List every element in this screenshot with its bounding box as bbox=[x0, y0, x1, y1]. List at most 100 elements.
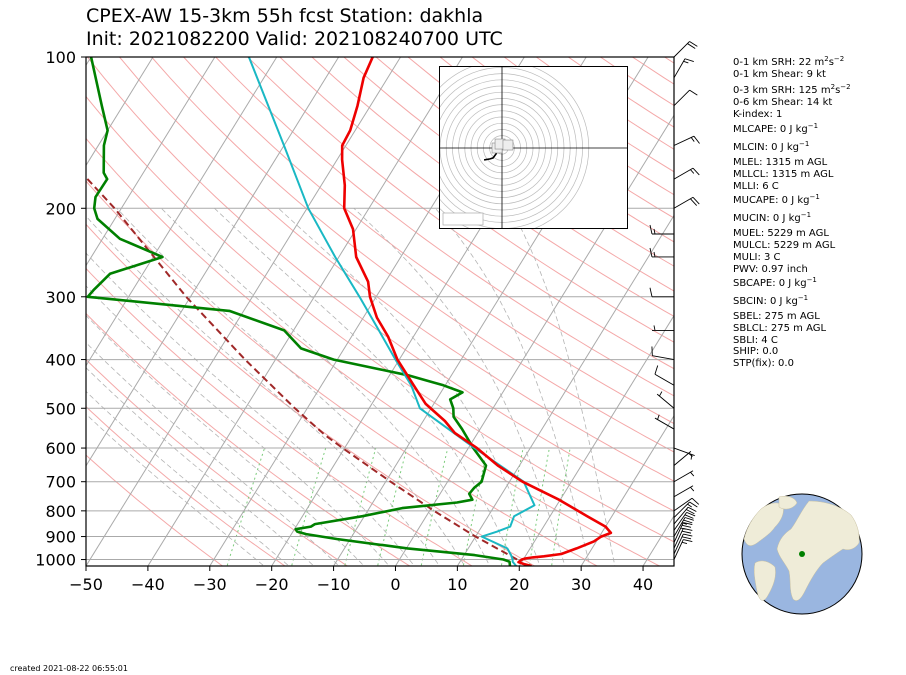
stability-index-line: 0-6 km Shear: 14 kt bbox=[733, 97, 833, 108]
wind-barb bbox=[649, 247, 674, 258]
mixing-ratio-line bbox=[420, 447, 449, 566]
wind-barbs bbox=[649, 41, 700, 560]
isotherm-line bbox=[86, 57, 154, 167]
hodograph-height-marker bbox=[502, 139, 514, 151]
wind-barb bbox=[673, 485, 695, 498]
moist-adiabat-line bbox=[86, 390, 290, 566]
stability-index-line: 0-3 km SRH: 125 m2s−2 bbox=[733, 83, 851, 97]
dewpoint-profile-line bbox=[86, 57, 512, 566]
wind-barb bbox=[673, 506, 697, 525]
wind-barb bbox=[673, 470, 695, 483]
dry-adiabat-line bbox=[375, 57, 674, 267]
x-tick-label: 30 bbox=[571, 575, 591, 594]
stability-index-line: MUCAPE: 0 J kg−1 bbox=[733, 193, 820, 207]
wind-barb bbox=[656, 391, 675, 409]
dry-adiabat-line bbox=[86, 406, 286, 566]
y-tick-label: 400 bbox=[45, 351, 76, 370]
wind-barb bbox=[651, 346, 675, 361]
dry-adiabat-line bbox=[86, 180, 599, 566]
dry-adiabat-line bbox=[87, 57, 674, 512]
x-tick-label: −20 bbox=[255, 575, 289, 594]
hodograph-frame bbox=[439, 66, 628, 229]
dry-adiabat-line bbox=[279, 57, 674, 343]
stability-index-line: 0-1 km Shear: 9 kt bbox=[733, 69, 826, 80]
wind-barb bbox=[652, 325, 674, 331]
wind-barb bbox=[654, 414, 675, 430]
mixing-ratio-line bbox=[500, 448, 524, 566]
wind-barb bbox=[673, 41, 698, 58]
moist-adiabat-line bbox=[161, 208, 491, 566]
pressure-gridlines bbox=[86, 57, 674, 561]
y-tick-label: 700 bbox=[45, 473, 76, 492]
y-tick-label: 800 bbox=[45, 502, 76, 521]
y-tick-label: 600 bbox=[45, 439, 76, 458]
stability-index-line: K-index: 1 bbox=[733, 109, 783, 120]
hodograph-km-label bbox=[442, 212, 484, 226]
wind-barb bbox=[673, 135, 700, 146]
dry-adiabat-line bbox=[343, 57, 674, 292]
isotherm-line bbox=[86, 57, 278, 367]
isotherm-line bbox=[0, 57, 29, 566]
isotherm-line bbox=[395, 114, 674, 566]
dry-adiabat-line bbox=[86, 358, 349, 566]
hodograph-inset bbox=[439, 66, 628, 229]
stability-index-line: SBCAPE: 0 J kg−1 bbox=[733, 276, 817, 290]
mixing-ratio-line bbox=[226, 447, 265, 566]
wind-barb bbox=[654, 365, 675, 386]
wind-barb bbox=[673, 497, 700, 512]
dry-adiabat-line bbox=[311, 57, 674, 317]
x-tick-label: 40 bbox=[633, 575, 653, 594]
stability-index-line: MLEL: 1315 m AGL bbox=[733, 157, 828, 168]
y-tick-label: 1000 bbox=[35, 551, 76, 570]
moist-adiabat-line bbox=[86, 413, 265, 566]
dry-adiabat-line bbox=[86, 223, 536, 566]
mixing-ratio-line bbox=[291, 447, 327, 566]
stability-index-line: MUCIN: 0 J kg−1 bbox=[733, 211, 812, 225]
wind-barb bbox=[673, 511, 696, 531]
stability-index-line: MULI: 3 C bbox=[733, 252, 781, 263]
stability-index-line: STP(fix): 0.0 bbox=[733, 358, 794, 369]
stability-index-line: SBEL: 275 m AGL bbox=[733, 311, 820, 322]
parcel-profile-line bbox=[86, 176, 518, 561]
moist-adiabat-line bbox=[86, 252, 415, 566]
wind-barb bbox=[673, 539, 693, 560]
wind-barb bbox=[673, 522, 693, 543]
stability-index-line: MULCL: 5229 m AGL bbox=[733, 240, 836, 251]
x-axis: −50 −40 −30 −20 −10 0 10 20 30 40 bbox=[69, 566, 653, 594]
y-tick-label: 500 bbox=[45, 399, 76, 418]
x-tick-label: 10 bbox=[447, 575, 467, 594]
isotherm-line bbox=[147, 57, 463, 566]
chart-title: CPEX-AW 15-3km 55h fcst Station: dakhla bbox=[86, 5, 484, 27]
isotherm-line bbox=[580, 414, 674, 566]
wind-barb bbox=[673, 196, 700, 209]
stability-index-line: SHIP: 0.0 bbox=[733, 346, 779, 357]
wind-barb bbox=[649, 224, 674, 235]
isotherm-line bbox=[86, 57, 216, 267]
mixing-ratio-line bbox=[344, 447, 377, 566]
dry-adiabat-line bbox=[86, 95, 674, 543]
x-tick-label: −50 bbox=[69, 575, 103, 594]
wind-barb bbox=[673, 58, 694, 79]
stability-index-line: SBLCL: 275 m AGL bbox=[733, 323, 827, 334]
moist-adiabat-line bbox=[435, 208, 591, 566]
plot-frame bbox=[85, 56, 675, 567]
moist-adiabat-line bbox=[86, 285, 390, 566]
plot-area bbox=[0, 57, 674, 566]
dry-adiabat-line bbox=[86, 454, 224, 566]
dry-adiabat-line bbox=[151, 57, 674, 453]
y-tick-label: 200 bbox=[45, 199, 76, 218]
y-tick-label: 900 bbox=[45, 528, 76, 547]
mixing-ratio-line bbox=[377, 447, 408, 566]
moist-adiabat-line bbox=[353, 208, 566, 566]
moist-adiabat-line bbox=[278, 208, 541, 566]
dry-adiabat-line bbox=[215, 57, 674, 397]
temperature-profile-line bbox=[340, 57, 613, 566]
stability-index-line: MLCIN: 0 J kg−1 bbox=[733, 140, 810, 154]
x-tick-label: 0 bbox=[390, 575, 400, 594]
moist-adiabat-line bbox=[510, 208, 616, 566]
stability-index-line: SBCIN: 0 J kg−1 bbox=[733, 294, 809, 308]
station-marker bbox=[799, 551, 805, 557]
chart-subtitle: Init: 2021082200 Valid: 202108240700 UTC bbox=[86, 28, 503, 50]
globe-land bbox=[743, 496, 860, 601]
mixing-ratio-line bbox=[528, 448, 550, 566]
